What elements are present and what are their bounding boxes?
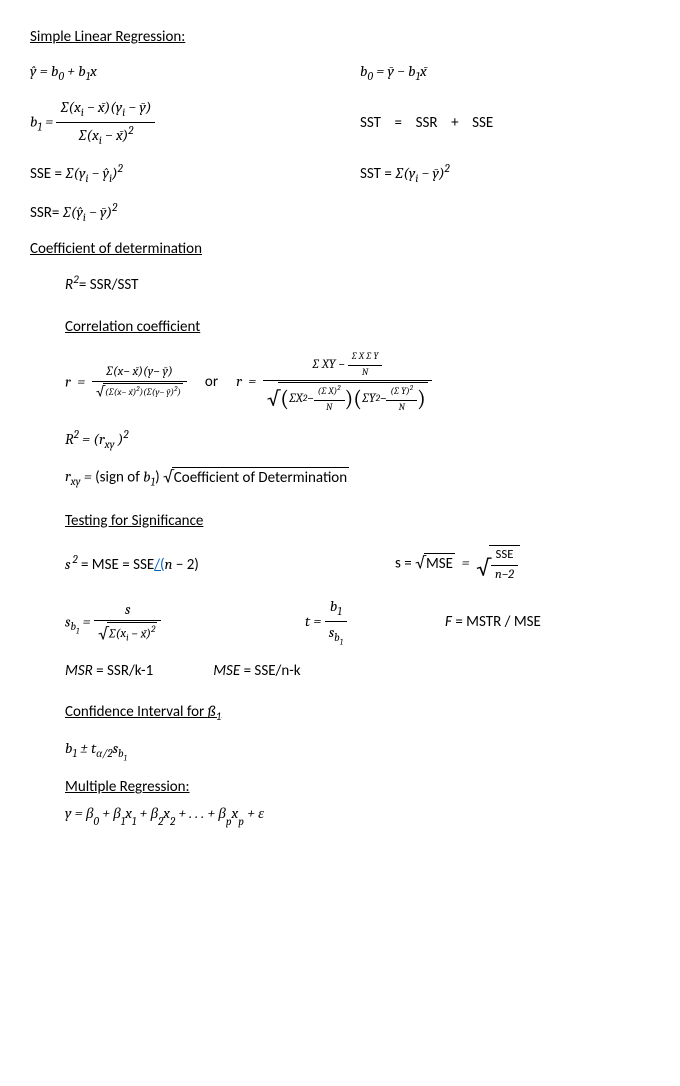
heading-slr: Simple Linear Regression: (30, 28, 650, 48)
label-or: or (205, 373, 218, 393)
eq-yhat: ŷ = b0 + b1x (30, 62, 330, 85)
heading-cc: Correlation coefficient (65, 318, 650, 338)
eq-sst-decomp: SST = SSR + SSE (360, 114, 493, 134)
heading-sig: Testing for Significance (65, 512, 650, 532)
eq-msr: MSR = SSR/k-1 (65, 662, 153, 682)
eq-s: s = √MSE = √ SSE n−2 (395, 545, 520, 583)
eq-b0: b0 = ȳ − b1x̄ (360, 62, 427, 85)
eq-sst: SST = ∑(yi − ȳ)2 (360, 162, 450, 187)
heading-ci: Confidence Interval for ß1 (65, 703, 650, 725)
heading-mult: Multiple Regression: (65, 778, 650, 798)
eq-r2: R2= SSR/SST (65, 273, 650, 296)
eq-F: F = MSTR / MSE (445, 613, 541, 633)
eq-r-form1: r = ∑(x− x̄)(y− ȳ) √ (∑(x− x̄)2)(∑(y− ȳ)… (65, 364, 187, 402)
eq-b1: b1 = ∑(xi − x̄)(yi − ȳ) ∑(xi − x̄)2 (30, 98, 330, 148)
eq-r2xy: R2 = (rxy )2 (65, 428, 650, 453)
eq-rxy-sign: rxy = (sign of b1) √ Coefficient of Dete… (65, 467, 650, 490)
heading-cod: Coefficient of determination (30, 240, 650, 260)
eq-r-form2: r = ∑ XY − ∑ X ∑ Y N √ ( ∑ X2 − (∑ X)2N … (236, 351, 432, 414)
eq-s2: s2 = MSE = SSE/(n − 2) (65, 553, 365, 576)
eq-sb1: sb1 = s √ ∑(xi − x̄)2 (65, 600, 285, 646)
eq-ssr: SSR= ∑(ŷi − ȳ)2 (30, 201, 330, 226)
eq-ci: b1 ± tα/2sb1 (65, 739, 650, 764)
eq-mse: MSE = SSE/n-k (213, 662, 300, 682)
eq-mult: y = β0 + β1x1 + β2x2 + . . . + βpxp + ε (65, 804, 650, 829)
eq-sse: SSE = ∑(yi − ŷi)2 (30, 162, 330, 187)
eq-t: t = b1 sb1 (305, 597, 425, 648)
